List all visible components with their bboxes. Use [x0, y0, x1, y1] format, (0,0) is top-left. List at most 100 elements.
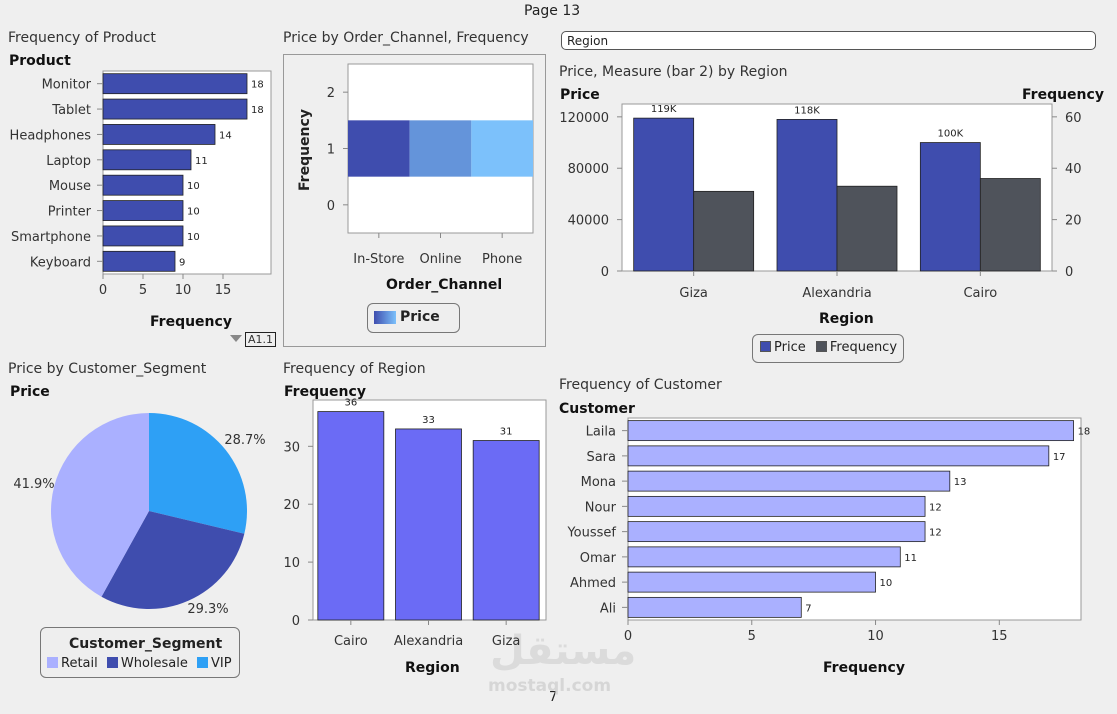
price-bar-label: 118K — [794, 105, 820, 116]
product-bar-value: 10 — [187, 181, 200, 192]
region-bar-ytick-right-label: 40 — [1065, 162, 1082, 177]
page-number: 7 — [549, 690, 558, 705]
channel-heat-cell — [348, 120, 410, 177]
segment-legend[interactable]: Customer_Segment Retail Wholesale VIP — [40, 627, 240, 678]
customer-category-label: Omar — [580, 551, 617, 566]
watermark-text: mostaql.com — [488, 676, 612, 696]
region-bar-ytick-left-label: 120000 — [559, 111, 609, 126]
pie-slice-wholesale — [101, 511, 245, 609]
legend-vip-label: VIP — [211, 656, 232, 671]
product-xtick-label: 5 — [139, 283, 147, 298]
legend-swatch-retail — [47, 657, 58, 668]
customer-xtick-label: 5 — [748, 629, 756, 644]
region-bar-ylabel-right: Frequency — [1022, 87, 1104, 103]
freq-region-xtick-label: Cairo — [334, 634, 368, 649]
customer-bar — [627, 546, 901, 568]
segment-pie-chart[interactable]: 28.7% 29.3% 41.9% — [0, 0, 290, 630]
frequency-bar — [979, 178, 1041, 272]
customer-xtick-label: 0 — [624, 629, 632, 644]
price-bar — [633, 117, 695, 272]
customer-bar — [627, 445, 1050, 467]
price-gradient-swatch — [374, 311, 396, 324]
product-category-label: Laptop — [46, 154, 91, 169]
freq-region-ytick-label: 10 — [283, 556, 300, 571]
product-bar-value: 10 — [187, 207, 200, 218]
freq-region-bar — [472, 440, 540, 621]
product-bar-value: 10 — [187, 232, 200, 243]
customer-bar-chart[interactable]: 18Laila17Sara13Mona12Nour12Youssef11Omar… — [0, 0, 1110, 660]
customer-bar — [627, 470, 951, 492]
channel-heat-cell — [409, 120, 472, 177]
product-ylabel: Product — [9, 53, 71, 69]
segment-ylabel: Price — [10, 384, 50, 400]
product-category-label: Headphones — [10, 128, 92, 143]
freq-region-ytick-label: 0 — [292, 614, 300, 629]
freq-region-bar-value: 31 — [500, 427, 513, 438]
product-bar-value: 11 — [195, 156, 208, 167]
frequency-bar — [836, 185, 898, 272]
customer-bar-value: 13 — [954, 477, 967, 488]
customer-category-label: Nour — [585, 500, 617, 515]
customer-category-label: Ahmed — [570, 576, 616, 591]
customer-bar-value: 7 — [805, 603, 811, 614]
region-filter-input[interactable]: Region — [561, 31, 1096, 50]
region-bar-title: Price, Measure (bar 2) by Region — [559, 64, 788, 80]
region-bar-ylabel-left: Price — [560, 87, 600, 103]
channel-xtick-label: Online — [420, 252, 462, 267]
pie-slice-vip — [149, 413, 247, 534]
channel-xtick-label: In-Store — [353, 252, 404, 267]
customer-bar — [627, 596, 802, 618]
region-price-frequency-chart[interactable]: 119KGiza118KAlexandria100KCairo040000800… — [0, 0, 1110, 310]
channel-chart-title: Price by Order_Channel, Frequency — [283, 30, 529, 46]
channel-heatmap[interactable]: In-Store Online Phone 0 1 2 — [0, 0, 560, 300]
freq-region-ylabel: Frequency — [284, 384, 366, 400]
product-bar-value: 18 — [251, 80, 264, 91]
freq-region-title: Frequency of Region — [283, 361, 426, 377]
price-bar-label: 100K — [938, 129, 964, 140]
region-bar-ytick-right-label: 0 — [1065, 265, 1073, 280]
legend-retail-label: Retail — [61, 656, 98, 671]
legend-swatch-price — [760, 341, 771, 352]
legend-swatch-vip — [197, 657, 209, 668]
product-chart-title: Frequency of Product — [8, 30, 156, 46]
channel-heat-cell — [471, 120, 533, 177]
product-xtick-label: 10 — [175, 283, 192, 298]
selection-badge[interactable]: A1.1 — [245, 332, 277, 347]
channel-xlabel: Order_Channel — [386, 277, 503, 293]
product-category-label: Printer — [48, 205, 92, 220]
channel-ytick-label: 2 — [327, 86, 335, 101]
channel-legend-label: Price — [400, 309, 440, 325]
region-filter-label: Region — [567, 34, 609, 48]
product-category-label: Mouse — [49, 179, 91, 194]
customer-bar — [627, 420, 1074, 442]
region-bar-legend[interactable]: Price Frequency — [752, 334, 904, 363]
customer-xtick-label: 10 — [867, 629, 884, 644]
customer-category-label: Sara — [586, 450, 616, 465]
pie-slice-label: 29.3% — [187, 602, 228, 617]
customer-category-label: Youssef — [566, 526, 616, 541]
freq-region-bar-value: 36 — [344, 398, 357, 409]
product-category-label: Smartphone — [11, 230, 91, 245]
product-bar-value: 18 — [251, 105, 264, 116]
channel-ytick-label: 0 — [327, 199, 335, 214]
legend-wholesale-label: Wholesale — [120, 656, 188, 671]
region-bar-ytick-left-label: 80000 — [568, 162, 609, 177]
product-category-label: Monitor — [42, 78, 92, 93]
frequency-bar — [693, 190, 755, 272]
product-category-label: Keyboard — [30, 255, 91, 270]
freq-region-bar — [395, 428, 462, 621]
customer-bar — [627, 495, 926, 517]
freq-region-xtick-label: Giza — [492, 634, 520, 649]
customer-chart-title: Frequency of Customer — [559, 377, 722, 393]
customer-bar-value: 18 — [1078, 427, 1091, 438]
funnel-icon[interactable] — [230, 335, 242, 342]
product-xtick-label: 15 — [215, 283, 232, 298]
customer-category-label: Laila — [586, 425, 616, 440]
region-bar-ytick-left-label: 40000 — [568, 214, 609, 229]
channel-legend[interactable]: Price — [367, 303, 460, 333]
customer-bar-value: 12 — [929, 528, 942, 539]
product-bar-chart[interactable]: 18 Monitor 18 Tablet 14 Headphones 11 Laptop 10 M… — [0, 0, 280, 350]
customer-ylabel: Customer — [559, 401, 635, 417]
customer-category-label: Ali — [600, 601, 616, 616]
